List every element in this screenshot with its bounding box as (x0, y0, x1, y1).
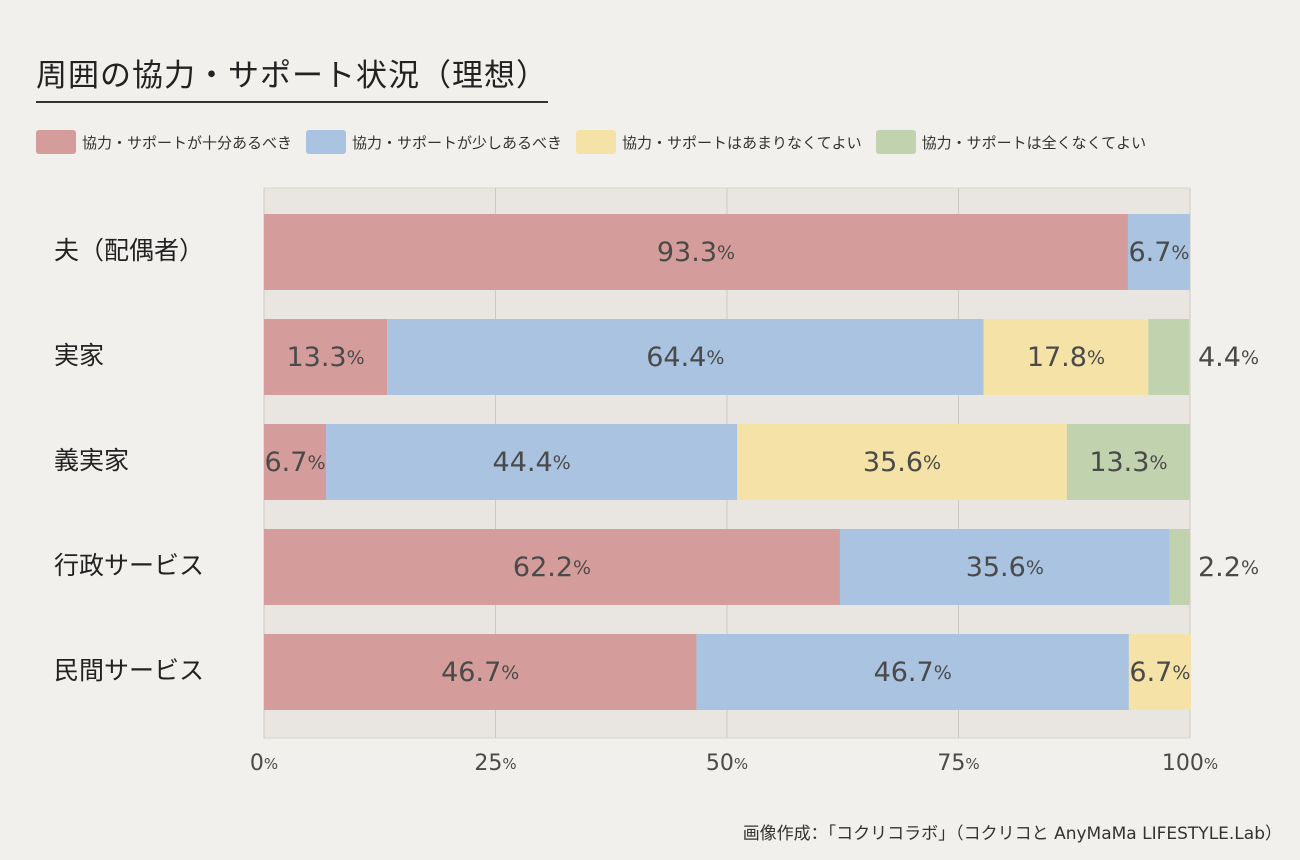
data-label-2-0: 6.7% (265, 447, 326, 478)
x-tick-label-3: 75% (937, 751, 979, 776)
legend-item-0: 協力・サポートが十分あるべき (36, 130, 292, 154)
bar-cap-4-2 (1176, 634, 1191, 710)
x-tick-label-0: 0% (250, 751, 278, 776)
chart-title: 周囲の協力・サポート状況（理想） (36, 50, 548, 103)
legend-label-2: 協力・サポートはあまりなくてよい (622, 133, 862, 152)
data-label-3-0: 62.2% (513, 552, 591, 583)
data-label-4-2: 6.7% (1129, 657, 1190, 688)
data-label-4-0: 46.7% (441, 657, 519, 688)
legend-label-0: 協力・サポートが十分あるべき (82, 133, 293, 152)
image-credit: 画像作成：「コクリコラボ」（コクリコと AnyMaMa LIFESTYLE.La… (742, 824, 1282, 844)
category-label-2: 義実家 (54, 446, 129, 475)
data-label-1-2: 17.8% (1027, 342, 1105, 373)
legend-label-3: 協力・サポートは全くなくてよい (921, 133, 1147, 152)
data-label-1-3: 4.4% (1198, 342, 1259, 373)
data-label-2-2: 35.6% (863, 447, 941, 478)
legend-item-1: 協力・サポートが少しあるべき (306, 130, 562, 154)
data-label-4-1: 46.7% (874, 657, 952, 688)
bar-segment-1-2 (983, 319, 1149, 395)
bar-segment-1-1 (387, 319, 984, 395)
bar-cap-0-1 (1176, 214, 1190, 290)
bar-cap-3-3 (1176, 529, 1190, 605)
bar-segment-2-2 (737, 424, 1067, 500)
legend-swatch-1 (306, 130, 347, 154)
bar-segment-2-0 (264, 424, 327, 500)
data-label-2-1: 44.4% (493, 447, 571, 478)
legend-label-1: 協力・サポートが少しあるべき (352, 133, 563, 152)
category-label-0: 夫（配偶者） (54, 236, 204, 265)
bar-segment-0-0 (264, 214, 1128, 290)
category-label-4: 民間サービス (54, 656, 204, 685)
data-label-2-3: 13.3% (1089, 447, 1167, 478)
legend-swatch-3 (875, 130, 916, 154)
bar-segment-3-1 (839, 529, 1170, 605)
x-tick-label-2: 50% (706, 751, 748, 776)
x-tick-label-1: 25% (474, 751, 516, 776)
data-label-3-1: 35.6% (966, 552, 1044, 583)
legend-swatch-2 (576, 130, 617, 154)
category-label-1: 実家 (54, 341, 104, 370)
legend: 協力・サポートが十分あるべき 協力・サポートが少しあるべき 協力・サポートはあま… (36, 130, 1146, 154)
bar-segment-2-3 (1066, 424, 1190, 500)
bar-segment-4-1 (696, 634, 1129, 710)
bar-segment-1-0 (264, 319, 388, 395)
legend-item-3: 協力・サポートは全くなくてよい (875, 130, 1147, 154)
data-label-1-0: 13.3% (286, 342, 364, 373)
bar-cap-1-3 (1175, 319, 1190, 395)
bar-cap-2-3 (1176, 424, 1190, 500)
bar-segment-4-0 (264, 634, 697, 710)
bar-segment-2-1 (326, 424, 738, 500)
data-label-3-3: 2.2% (1198, 552, 1259, 583)
category-label-3: 行政サービス (54, 551, 204, 580)
legend-swatch-0 (36, 130, 76, 154)
data-label-0-1: 6.7% (1128, 237, 1189, 268)
bar-segment-3-0 (264, 529, 840, 605)
legend-item-2: 協力・サポートはあまりなくてよい (576, 130, 862, 154)
data-label-0-0: 93.3% (657, 237, 735, 268)
data-label-1-1: 64.4% (646, 342, 724, 373)
x-tick-label-4: 100% (1162, 751, 1218, 776)
